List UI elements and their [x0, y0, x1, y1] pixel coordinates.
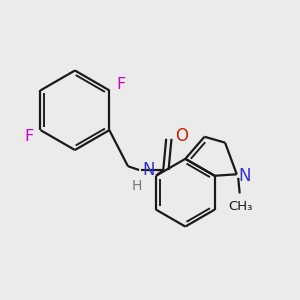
Text: O: O — [175, 127, 188, 145]
Text: H: H — [132, 179, 142, 193]
Text: N: N — [238, 167, 251, 185]
Text: F: F — [24, 128, 33, 143]
Text: F: F — [117, 77, 126, 92]
Text: CH₃: CH₃ — [228, 200, 253, 213]
Text: N: N — [142, 161, 155, 179]
